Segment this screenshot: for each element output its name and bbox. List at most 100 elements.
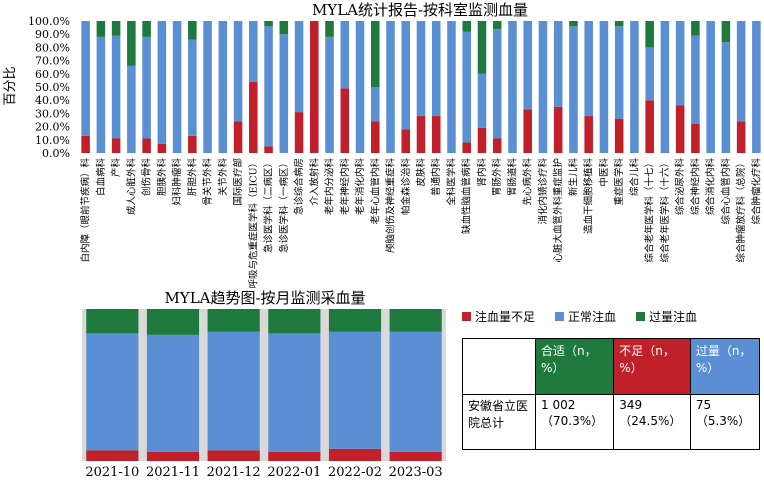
department-tick-label: 造血干细胞移植科 <box>583 158 595 235</box>
bar-segment-over <box>279 21 289 35</box>
legend-swatch-over <box>636 311 646 321</box>
department-tick-label: 妇科肿瘤科 <box>171 158 183 206</box>
department-tick-label: 缺血性脑血管病科 <box>461 158 473 235</box>
month-tick-label: 2022-01 <box>267 465 321 480</box>
legend-label-under: 注血量不足 <box>475 309 536 324</box>
bar-segment-under <box>416 116 426 153</box>
trend-bar-segment-over <box>389 309 442 332</box>
bar-segment-normal <box>447 21 456 153</box>
bar-segment-normal <box>203 21 212 153</box>
bar-segment-under <box>371 121 380 153</box>
summary-header-ok: 合适（n，%） <box>534 338 615 395</box>
bar-segment-under <box>264 146 273 153</box>
bar-segment-under <box>188 135 197 153</box>
department-tick-label: 骨关节外科 <box>202 158 214 206</box>
department-tick-label: 产科 <box>110 158 122 178</box>
y-tick-label: 30.0% <box>35 107 70 120</box>
y-tick-label: 40.0% <box>35 94 70 107</box>
trend-bar-segment-normal <box>146 334 200 452</box>
bar-segment-normal <box>523 21 532 110</box>
bar-segment-over <box>142 21 151 37</box>
department-tick-label: 普通内科 <box>430 158 442 197</box>
bar-segment-normal <box>142 36 151 139</box>
department-tick-label: 全科医学科 <box>445 158 457 206</box>
bar-segment-normal <box>584 21 593 117</box>
bar-segment-normal <box>508 21 517 153</box>
bar-segment-normal <box>477 73 487 128</box>
bar-segment-normal <box>264 26 273 147</box>
bar-segment-over <box>721 21 731 43</box>
trend-chart-title: MYLA趋势图-按月监测采血量 <box>164 289 365 307</box>
bar-segment-under <box>401 129 411 153</box>
trend-bar-segment-under <box>207 450 260 461</box>
chart-legend: 注血量不足 正常注血 过量注血 <box>462 305 762 327</box>
trend-bar-segment-under <box>146 451 200 461</box>
bar-segment-under <box>584 116 593 153</box>
bar-segment-over <box>127 21 136 66</box>
trend-bar-segment-under <box>389 451 442 461</box>
department-tick-label: 帕金森诊治科 <box>400 158 412 216</box>
bar-segment-normal <box>188 39 197 136</box>
month-tick-label: 2021-12 <box>207 465 261 480</box>
department-tick-label: 胆胰外科 <box>156 158 168 197</box>
bar-segment-normal <box>416 21 426 117</box>
bar-segment-normal <box>599 21 609 153</box>
bar-segment-normal <box>675 21 685 106</box>
bar-segment-normal <box>249 21 258 82</box>
bar-segment-over <box>462 21 471 32</box>
department-tick-label: 急诊医学科（二病区） <box>263 158 275 253</box>
trend-bar-segment-under <box>86 450 139 461</box>
department-tick-label: 急诊医学科（一病区） <box>278 158 290 253</box>
department-tick-label: 综合消化内科 <box>705 158 717 216</box>
bar-segment-under <box>736 121 746 153</box>
trend-bar-segment-normal <box>268 333 321 452</box>
department-chart-bars <box>81 21 761 154</box>
department-tick-label: 心脏大血管外科重症监护 <box>552 158 564 263</box>
department-tick-label: 综合肿瘤放疗科（总院） <box>735 158 747 263</box>
summary-table: 合适（n，%） 不足（n，%） 过量（n，%） 安徽省立医院总计 1 002（7… <box>462 338 761 450</box>
summary-header-over: 过量（n，%） <box>689 338 761 395</box>
bar-segment-under <box>142 138 151 153</box>
bar-segment-over <box>371 21 380 87</box>
department-tick-label: 呼吸与危重症医学科（EICU） <box>247 158 259 288</box>
trend-bar-segment-over <box>146 309 200 335</box>
summary-value-under: 349（24.5%） <box>613 393 691 450</box>
department-tick-label: 肝胆外科 <box>186 158 198 197</box>
legend-item-normal: 正常注血 <box>555 308 616 325</box>
bar-segment-under <box>111 138 121 153</box>
department-chart-title: MYLA统计报告-按科室监测血量 <box>312 1 528 19</box>
bar-segment-over <box>111 21 121 36</box>
bar-segment-under <box>157 143 167 153</box>
department-tick-label: 新生儿科 <box>567 158 579 197</box>
bar-segment-normal <box>371 87 380 122</box>
department-tick-label: 综合老年医学科（十六） <box>659 158 671 263</box>
month-tick-label: 2022-02 <box>328 465 382 480</box>
department-tick-label: 成人心脏外科 <box>125 158 137 216</box>
legend-label-normal: 正常注血 <box>568 309 617 324</box>
bar-segment-normal <box>645 47 654 101</box>
bar-segment-under <box>477 127 487 153</box>
trend-bar-segment-normal <box>86 333 139 451</box>
month-tick-label: 2023-03 <box>389 465 443 480</box>
summary-header-under: 不足（n，%） <box>613 338 691 395</box>
department-tick-label: 老年内分泌科 <box>324 158 336 216</box>
department-tick-label: 白内障（眼前节疾病）科 <box>80 158 92 263</box>
summary-value-ok: 1 002（70.3%） <box>534 393 615 450</box>
bar-segment-normal <box>233 21 243 122</box>
department-tick-label: 老年消化内科 <box>354 158 366 216</box>
bar-segment-under <box>614 118 624 153</box>
department-tick-label: 颅脑创伤及神经重症科 <box>385 158 397 254</box>
trend-chart-x-axis: 2021-10 2021-11 2021-12 2022-01 2022-02 2023-… <box>85 465 442 480</box>
bar-segment-normal <box>386 21 395 153</box>
bar-segment-over <box>325 21 334 37</box>
department-tick-label: 肾内科 <box>476 158 488 187</box>
department-tick-label: 胃肠道科 <box>506 158 518 197</box>
trend-chart-bars <box>86 309 442 461</box>
bar-segment-under <box>294 112 304 153</box>
bar-segment-under <box>340 88 350 153</box>
summary-value-over: 75（5.3%） <box>689 393 761 450</box>
legend-label-over: 过量注血 <box>649 309 698 324</box>
trend-bar-segment-under <box>328 448 382 461</box>
y-tick-label: 80.0% <box>35 41 70 54</box>
